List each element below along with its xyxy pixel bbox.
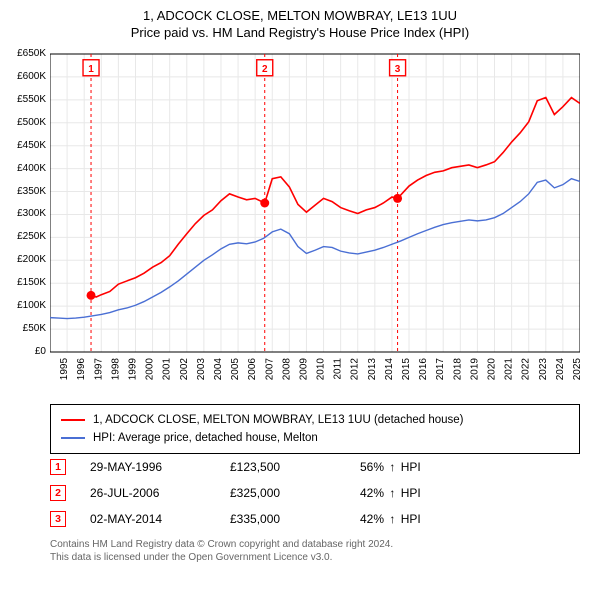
svg-text:2006: 2006 bbox=[247, 358, 258, 381]
sale-point-pct: 42% ↑ HPI bbox=[360, 486, 421, 500]
title-line1: 1, ADCOCK CLOSE, MELTON MOWBRAY, LE13 1U… bbox=[0, 8, 600, 23]
sale-point-price: £325,000 bbox=[230, 486, 360, 500]
legend-label: HPI: Average price, detached house, Melt… bbox=[93, 432, 318, 444]
svg-text:2024: 2024 bbox=[555, 358, 566, 381]
sale-point-badge: 3 bbox=[50, 511, 66, 527]
svg-text:2020: 2020 bbox=[487, 358, 498, 381]
svg-text:2003: 2003 bbox=[196, 358, 207, 381]
footer-attribution: Contains HM Land Registry data © Crown c… bbox=[50, 538, 580, 564]
svg-text:2000: 2000 bbox=[145, 358, 156, 381]
legend-row: HPI: Average price, detached house, Melt… bbox=[61, 429, 569, 447]
svg-text:1994: 1994 bbox=[50, 358, 53, 381]
svg-text:3: 3 bbox=[395, 64, 401, 75]
title-line2: Price paid vs. HM Land Registry's House … bbox=[0, 25, 600, 40]
sale-point-badge: 1 bbox=[50, 459, 66, 475]
svg-text:1996: 1996 bbox=[76, 358, 87, 381]
y-tick-label: £350K bbox=[0, 186, 46, 197]
sale-point-row: 3 02-MAY-2014£335,00042% ↑ HPI bbox=[50, 506, 580, 532]
footer-line2: This data is licensed under the Open Gov… bbox=[50, 551, 580, 564]
chart-container: 1, ADCOCK CLOSE, MELTON MOWBRAY, LE13 1U… bbox=[0, 0, 600, 590]
arrow-up-icon: ↑ bbox=[389, 486, 395, 500]
arrow-up-icon: ↑ bbox=[389, 512, 395, 526]
sale-point-price: £123,500 bbox=[230, 460, 360, 474]
sale-point-price: £335,000 bbox=[230, 512, 360, 526]
sale-point-pct: 56% ↑ HPI bbox=[360, 460, 421, 474]
svg-text:2013: 2013 bbox=[367, 358, 378, 381]
svg-text:1999: 1999 bbox=[127, 358, 138, 381]
footer-line1: Contains HM Land Registry data © Crown c… bbox=[50, 538, 580, 551]
svg-text:2007: 2007 bbox=[264, 358, 275, 381]
y-tick-label: £650K bbox=[0, 48, 46, 59]
legend-label: 1, ADCOCK CLOSE, MELTON MOWBRAY, LE13 1U… bbox=[93, 414, 464, 426]
y-tick-label: £150K bbox=[0, 277, 46, 288]
svg-text:2001: 2001 bbox=[162, 358, 173, 381]
svg-text:2011: 2011 bbox=[333, 358, 344, 380]
sale-point-row: 1 29-MAY-1996£123,50056% ↑ HPI bbox=[50, 454, 580, 480]
svg-text:1998: 1998 bbox=[110, 358, 121, 381]
sale-point-row: 2 26-JUL-2006£325,00042% ↑ HPI bbox=[50, 480, 580, 506]
sale-point-pct: 42% ↑ HPI bbox=[360, 512, 421, 526]
svg-text:2015: 2015 bbox=[401, 358, 412, 381]
arrow-up-icon: ↑ bbox=[389, 460, 395, 474]
svg-text:1997: 1997 bbox=[93, 358, 104, 381]
svg-text:1: 1 bbox=[88, 64, 94, 75]
svg-text:2009: 2009 bbox=[298, 358, 309, 381]
y-tick-label: £50K bbox=[0, 323, 46, 334]
legend-swatch bbox=[61, 419, 85, 422]
svg-text:2002: 2002 bbox=[179, 358, 190, 381]
y-tick-label: £100K bbox=[0, 300, 46, 311]
legend: 1, ADCOCK CLOSE, MELTON MOWBRAY, LE13 1U… bbox=[50, 404, 580, 454]
y-tick-label: £300K bbox=[0, 208, 46, 219]
title-block: 1, ADCOCK CLOSE, MELTON MOWBRAY, LE13 1U… bbox=[0, 0, 600, 40]
y-tick-label: £500K bbox=[0, 117, 46, 128]
svg-text:2010: 2010 bbox=[316, 358, 327, 381]
svg-text:2022: 2022 bbox=[521, 358, 532, 381]
svg-text:2021: 2021 bbox=[504, 358, 515, 381]
svg-text:1995: 1995 bbox=[59, 358, 70, 381]
sale-point-date: 26-JUL-2006 bbox=[90, 486, 230, 500]
svg-text:2014: 2014 bbox=[384, 358, 395, 381]
svg-text:2017: 2017 bbox=[435, 358, 446, 381]
y-tick-label: £400K bbox=[0, 163, 46, 174]
svg-text:2019: 2019 bbox=[469, 358, 480, 381]
sale-points-block: 1 29-MAY-1996£123,50056% ↑ HPI 2 26-JUL-200… bbox=[50, 454, 580, 532]
svg-text:2004: 2004 bbox=[213, 358, 224, 381]
svg-text:2012: 2012 bbox=[350, 358, 361, 381]
legend-swatch bbox=[61, 437, 85, 440]
svg-text:2005: 2005 bbox=[230, 358, 241, 381]
sale-point-date: 02-MAY-2014 bbox=[90, 512, 230, 526]
y-tick-label: £250K bbox=[0, 231, 46, 242]
sale-point-badge: 2 bbox=[50, 485, 66, 501]
y-tick-label: £600K bbox=[0, 71, 46, 82]
svg-text:2008: 2008 bbox=[281, 358, 292, 381]
svg-text:2023: 2023 bbox=[538, 358, 549, 381]
svg-text:2025: 2025 bbox=[572, 358, 580, 381]
y-tick-label: £450K bbox=[0, 140, 46, 151]
chart-svg: 1 2 3 1994 1995 1996 1997 1998 1999 2000 2001 2002 2… bbox=[50, 50, 580, 390]
svg-text:2016: 2016 bbox=[418, 358, 429, 381]
sale-point-date: 29-MAY-1996 bbox=[90, 460, 230, 474]
y-tick-label: £200K bbox=[0, 254, 46, 265]
svg-text:2: 2 bbox=[262, 64, 268, 75]
legend-row: 1, ADCOCK CLOSE, MELTON MOWBRAY, LE13 1U… bbox=[61, 411, 569, 429]
y-tick-label: £0 bbox=[0, 346, 46, 357]
svg-text:2018: 2018 bbox=[452, 358, 463, 381]
y-tick-label: £550K bbox=[0, 94, 46, 105]
